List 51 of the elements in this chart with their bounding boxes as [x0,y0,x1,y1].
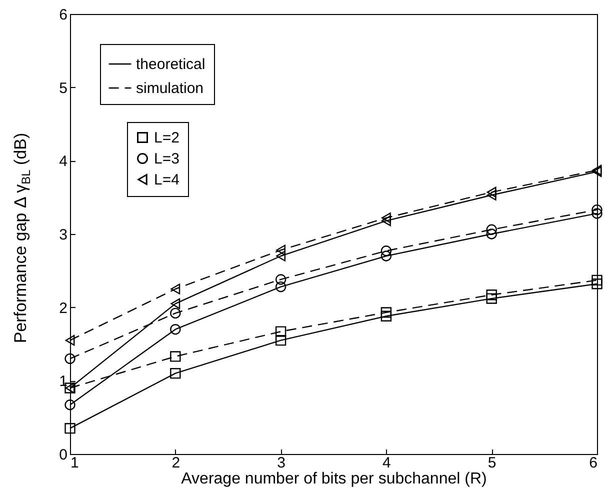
point [275,326,286,337]
annotation: simulation [136,80,204,97]
y-tick-label: 1 [59,373,68,390]
point [64,400,76,410]
point [64,422,76,434]
legend-label: L=4 [154,172,180,188]
point [592,204,602,216]
point [380,310,392,322]
point [170,284,180,294]
point [276,244,286,256]
y-tick-label: 2 [59,300,68,317]
point [486,186,496,198]
point [592,208,602,219]
point [486,290,497,300]
y-tick-label: 4 [59,153,68,170]
y-tick-label: 6 [59,6,68,24]
x-tick-label: 4 [382,454,391,472]
point [592,278,602,290]
x-tick-label: 6 [589,454,598,472]
point [486,228,497,240]
point [592,274,602,286]
x-tick-label: 1 [70,454,79,472]
point [170,324,181,335]
y-tick-label: 3 [59,226,68,244]
point [275,334,286,346]
point [170,298,180,310]
point [275,281,286,292]
point [381,212,391,224]
point [380,307,392,318]
y-tick-label: 5 [59,80,68,97]
point [170,351,181,362]
x-tick-label: 5 [488,454,496,472]
x-tick-label: 3 [277,454,286,472]
point [65,334,75,346]
point [380,250,392,262]
point [170,368,181,379]
point [276,250,286,262]
point [275,274,286,285]
annotation: theoretical [136,56,206,73]
y-tick-label: 0 [59,446,68,464]
x-tick-label: 2 [172,454,180,472]
point [64,353,76,364]
point [380,246,392,256]
point [486,293,497,304]
legend-label: L=2 [154,130,180,146]
point [170,308,181,319]
point [381,215,391,226]
point [486,190,496,200]
point [486,224,497,235]
x-axis-title: Average number of bits per subchannel (R) [181,470,487,488]
legend-label: L=3 [154,150,180,168]
